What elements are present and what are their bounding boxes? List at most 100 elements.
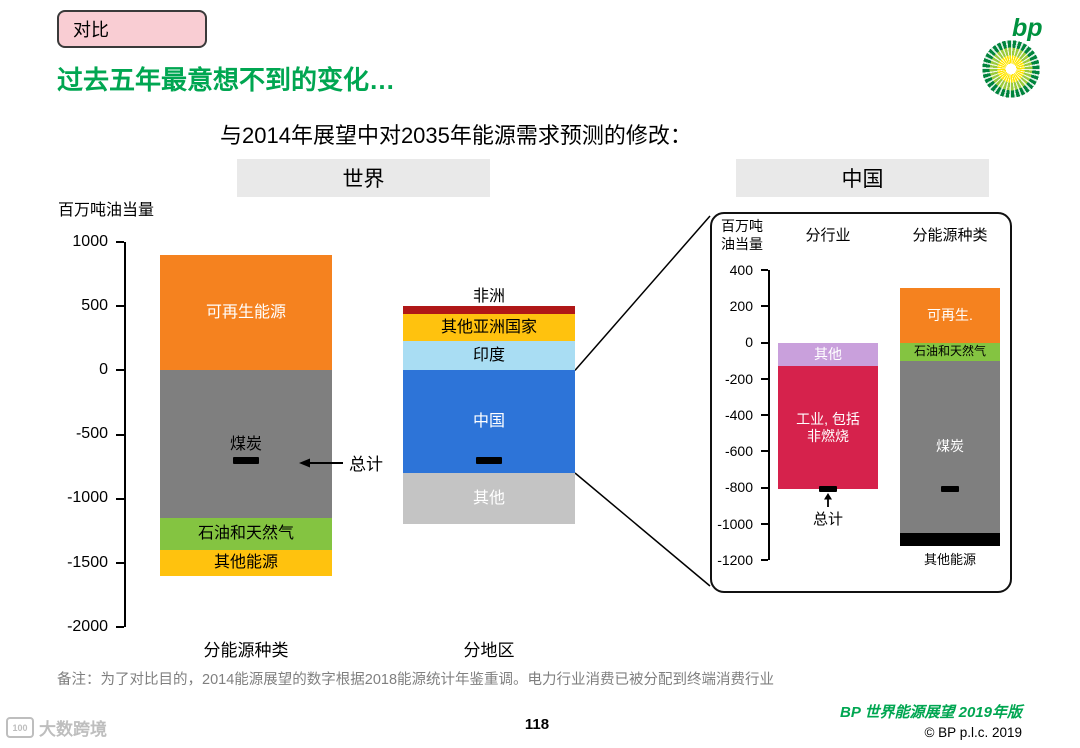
bar-segment <box>160 370 332 518</box>
axis-unit-label: 油当量 <box>721 236 763 252</box>
y-axis-tick-label: -400 <box>724 406 753 423</box>
y-axis-tick <box>116 561 124 564</box>
panel-header-china: 中国 <box>736 159 989 197</box>
bar-segment <box>778 342 878 367</box>
bar-segment <box>160 254 332 371</box>
bar-segment-label: 石油和天然气 <box>197 525 294 543</box>
bar-segment <box>160 517 332 550</box>
total-label: 总计 <box>812 511 843 529</box>
china-zoom-box <box>710 212 1012 593</box>
total-annotation: 总计 <box>794 493 862 529</box>
bar-category-label: 分行业 <box>805 227 851 244</box>
bar-segment <box>900 342 1000 361</box>
y-axis-tick-label: -1000 <box>67 489 108 507</box>
y-axis-tick-label: 400 <box>729 261 753 278</box>
bar-segment-label: 煤炭 <box>936 438 964 455</box>
axis-unit-label: 百万吨 <box>721 218 763 234</box>
y-axis-tick-label: -1000 <box>717 515 753 532</box>
y-axis-tick-label: -600 <box>724 443 753 460</box>
footer-outlook-title: BP 世界能源展望 2019年版 <box>840 704 1022 721</box>
watermark: 100 大数跨境 <box>6 715 107 740</box>
y-axis-tick <box>761 522 768 525</box>
footer-right: BP 世界能源展望 2019年版 © BP p.l.c. 2019 <box>840 701 1022 740</box>
bar-segment-label: 煤炭 <box>229 435 262 453</box>
y-axis-tick-label: -2000 <box>67 617 108 635</box>
bar-segment-label: 工业, 包括 非燃烧 <box>796 410 860 444</box>
bar-segment-label: 可再生能源 <box>205 303 286 321</box>
y-axis <box>768 270 770 560</box>
bar-segment <box>403 306 575 314</box>
bar-segment-label: 其他能源 <box>213 554 278 572</box>
bar-segment-label: 其他亚洲国家 <box>440 318 537 336</box>
total-marker <box>233 456 259 464</box>
bar-segment-label: 石油和天然气 <box>913 344 986 359</box>
page-title: 过去五年最意想不到的变化… <box>57 65 396 95</box>
y-axis-tick-label: -1200 <box>717 551 753 568</box>
watermark-text: 大数跨境 <box>39 720 107 739</box>
y-axis-tick <box>116 497 124 500</box>
total-label: 总计 <box>349 455 383 475</box>
y-axis-tick-label: 200 <box>729 298 753 315</box>
bar-segment-label: 其他 <box>814 345 842 362</box>
bp-helios-icon <box>982 40 1040 98</box>
bar-segment-label: 其他能源 <box>923 551 976 567</box>
bar-segment <box>778 366 878 490</box>
watermark-logo-icon: 100 <box>6 717 34 738</box>
y-axis-tick <box>116 369 124 372</box>
y-axis-tick-label: 1000 <box>72 232 108 250</box>
total-marker <box>941 486 959 493</box>
wedge-line-top <box>574 215 711 371</box>
axis-unit-label: 百万吨油当量 <box>58 202 155 219</box>
y-axis-tick-label: -200 <box>724 370 753 387</box>
y-axis-tick-label: -800 <box>724 479 753 496</box>
bar-segment <box>403 473 575 525</box>
bar-segment-label: 可再生. <box>927 306 973 323</box>
bar-category-label: 分能源种类 <box>203 641 289 660</box>
y-axis-tick <box>761 377 768 380</box>
bar-segment <box>403 370 575 473</box>
total-annotation: 总计 <box>298 450 383 475</box>
y-axis-tick <box>761 305 768 308</box>
y-axis-tick-label: 500 <box>81 296 108 314</box>
page-number: 118 <box>524 716 550 733</box>
y-axis-tick-label: -500 <box>75 425 108 443</box>
y-axis-tick <box>116 626 124 628</box>
y-axis-tick <box>761 486 768 489</box>
y-axis-tick <box>116 241 124 243</box>
bar-segment <box>900 288 1000 343</box>
bar-segment <box>403 313 575 341</box>
bar-segment <box>900 532 1000 546</box>
wedge-line-bottom <box>574 472 711 587</box>
bar-segment-label: 其他 <box>472 490 505 508</box>
bar-segment <box>403 340 575 371</box>
y-axis-tick <box>761 269 768 271</box>
bar-category-label: 分能源种类 <box>912 227 988 244</box>
y-axis-tick <box>761 450 768 453</box>
bar-segment-label: 非洲 <box>472 288 505 306</box>
bar-segment <box>900 360 1000 533</box>
bp-logo-text: bp <box>1012 14 1043 42</box>
y-axis-tick <box>761 341 768 344</box>
bar-category-label: 分地区 <box>463 641 515 660</box>
footnote: 备注：为了对比目的，2014能源展望的数字根据2018能源统计年鉴重调。电力行业… <box>57 672 775 688</box>
bar-segment-label: 中国 <box>472 413 505 431</box>
total-marker <box>476 456 502 464</box>
y-axis-tick-label: 0 <box>745 334 753 351</box>
y-axis <box>124 242 126 627</box>
y-axis-tick <box>116 305 124 308</box>
arrow-left-icon <box>299 458 343 468</box>
subtitle: 与2014年展望中对2035年能源需求预测的修改： <box>220 123 692 148</box>
arrow-up-icon <box>824 493 832 508</box>
compare-badge: 对比 <box>57 10 207 48</box>
bar-segment-label: 印度 <box>472 346 505 364</box>
y-axis-tick <box>761 559 768 561</box>
total-marker <box>819 486 837 493</box>
y-axis-tick-label: 0 <box>99 361 108 379</box>
bar-segment <box>160 550 332 576</box>
footer-copyright: © BP p.l.c. 2019 <box>924 725 1022 740</box>
y-axis-tick <box>761 414 768 416</box>
y-axis-tick-label: -1500 <box>67 553 108 571</box>
